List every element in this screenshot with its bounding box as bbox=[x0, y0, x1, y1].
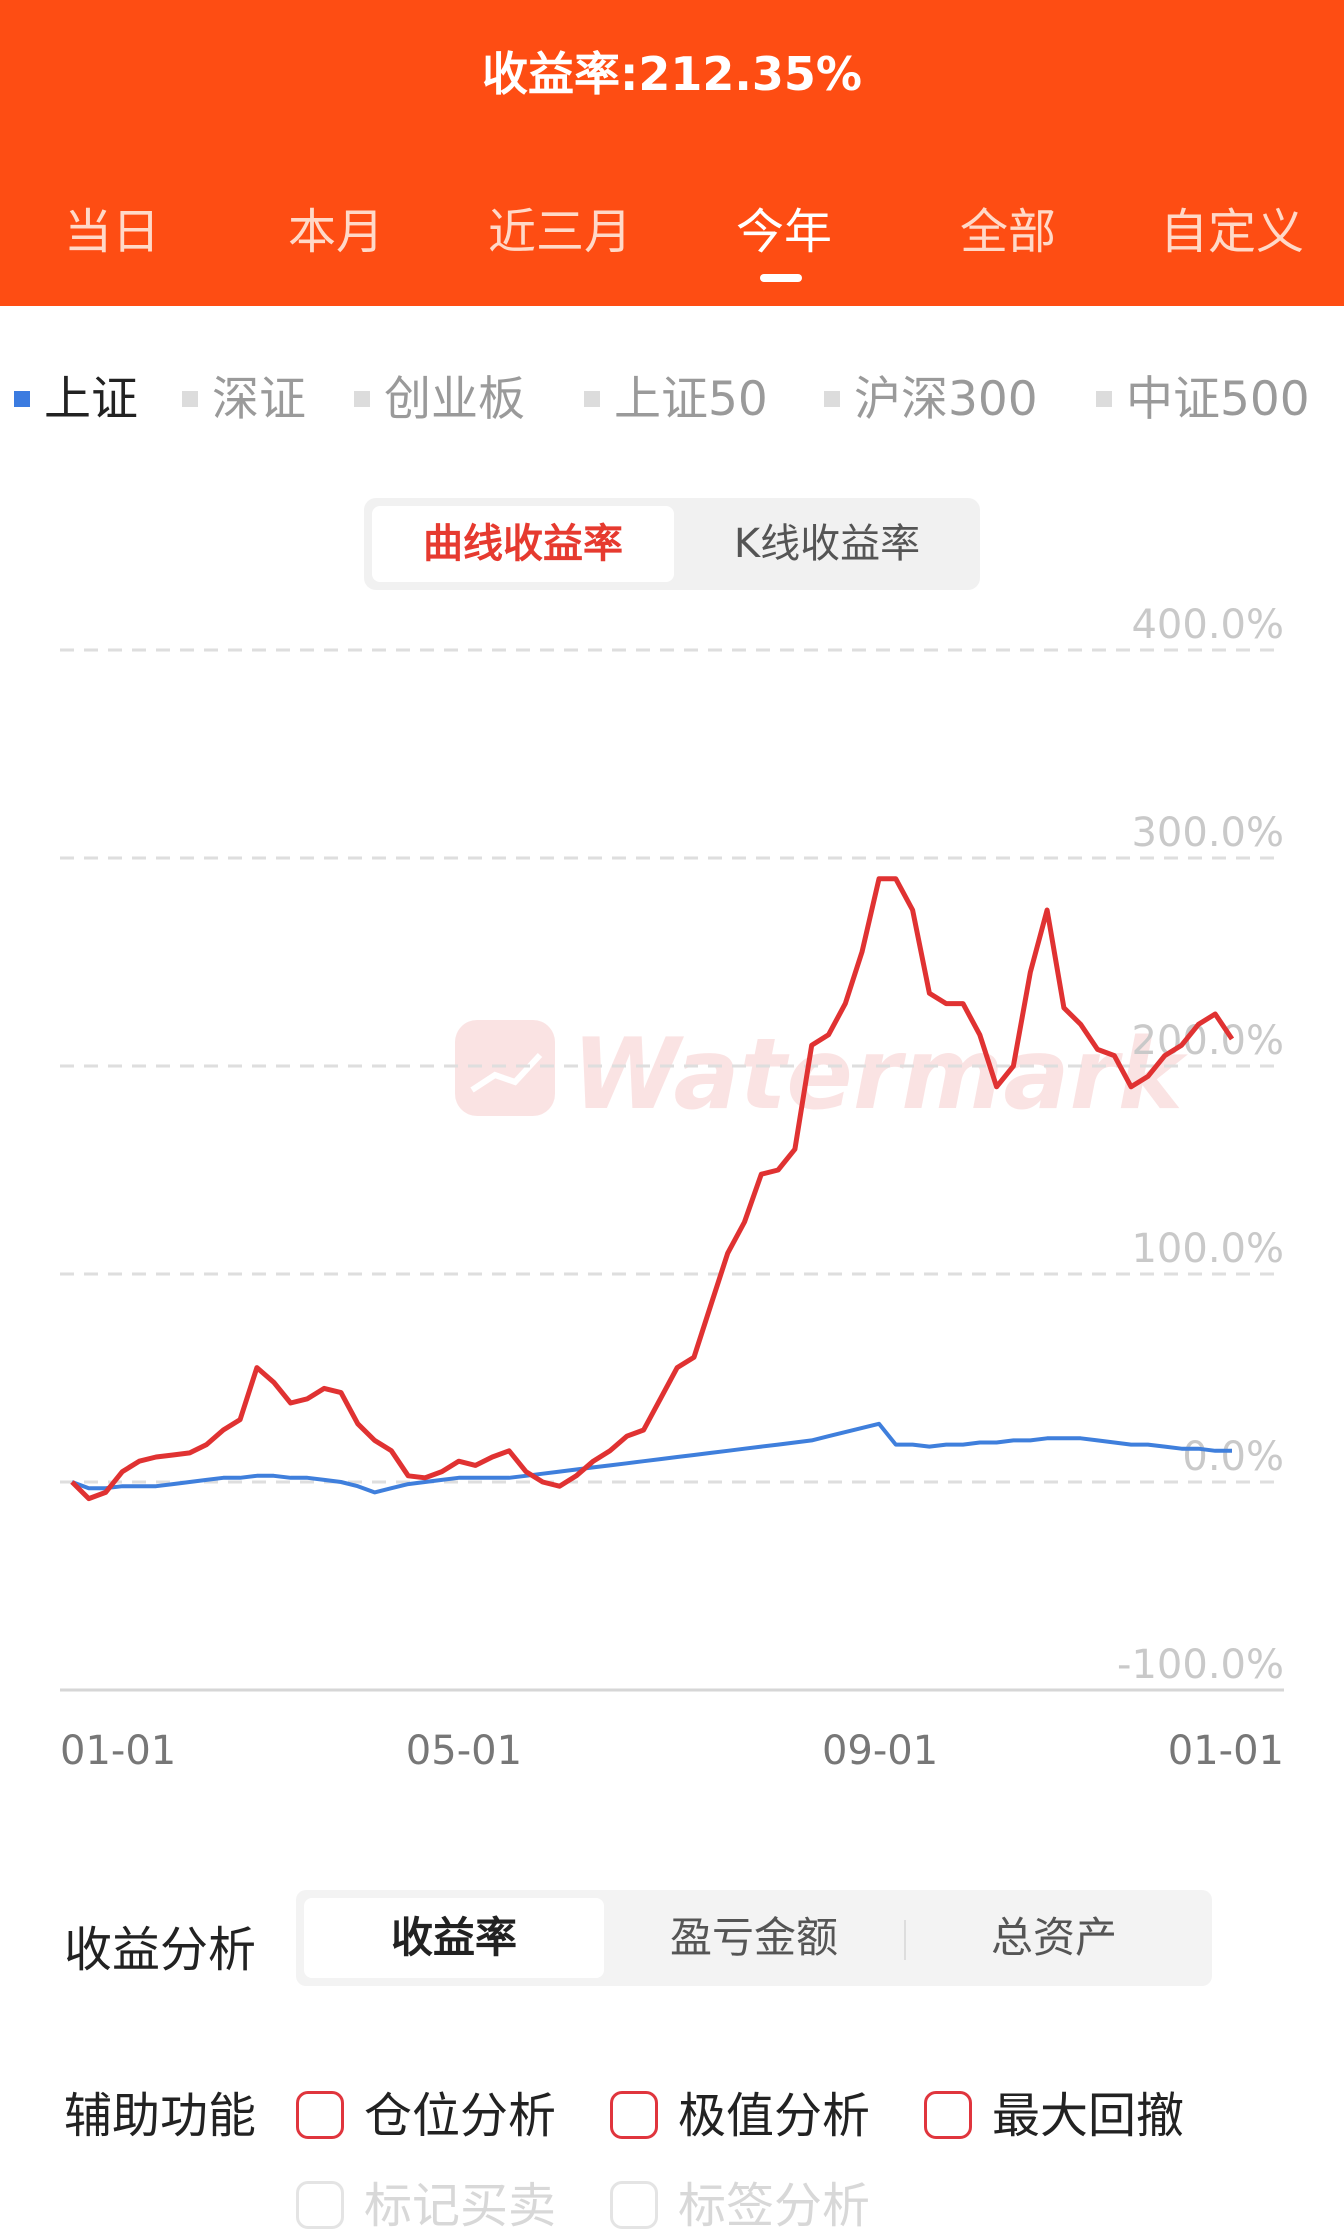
index-sse50[interactable]: 上证50 bbox=[584, 360, 768, 429]
return-analysis: 收益分析 收益率 盈亏金额 总资产 bbox=[0, 1890, 1344, 1990]
x-tick-label: 01-01 bbox=[1168, 1728, 1284, 1774]
tab-three-months[interactable]: 近三月 bbox=[487, 204, 632, 260]
aux-label: 辅助功能 bbox=[64, 2088, 257, 2144]
checkbox-box bbox=[610, 2181, 658, 2229]
x-tick-label: 01-01 bbox=[60, 1728, 176, 1774]
checkbox-label: 极值分析 bbox=[678, 2088, 871, 2144]
analysis-label: 收益分析 bbox=[64, 1922, 257, 1978]
tab-this-month[interactable]: 本月 bbox=[287, 204, 384, 260]
index-shenzhen[interactable]: 深证 bbox=[182, 360, 306, 429]
return-rate-title: 收益率:212.35% bbox=[482, 47, 862, 101]
tab-custom[interactable]: 自定义 bbox=[1159, 204, 1304, 260]
legend-swatch bbox=[824, 390, 840, 407]
index-label: 深证 bbox=[212, 372, 306, 427]
position-analysis-checkbox[interactable]: 仓位分析 bbox=[296, 2076, 556, 2146]
watermark: Watermark bbox=[455, 1018, 1189, 1132]
y-tick-label: 400.0% bbox=[1131, 602, 1284, 648]
checkbox-box bbox=[924, 2091, 972, 2139]
index-csi300[interactable]: 沪深300 bbox=[824, 360, 1038, 429]
index-label: 沪深300 bbox=[854, 372, 1038, 427]
kline-return-button[interactable]: K线收益率 bbox=[733, 521, 921, 567]
return-chart[interactable]: Watermark 400.0% 300.0% 200.0% 100.0% 0.0% -1… bbox=[0, 600, 1344, 1780]
index-selector: 上证 深证 创业板 上证50 沪深300 中证500 bbox=[0, 360, 1344, 427]
index-label: 上证50 bbox=[614, 372, 768, 427]
tab-total-assets[interactable]: 总资产 bbox=[990, 1913, 1117, 1962]
index-shanghai[interactable]: 上证 bbox=[14, 360, 138, 429]
svg-text:Watermark: Watermark bbox=[572, 1018, 1189, 1132]
tab-separator bbox=[904, 1920, 906, 1960]
mark-trades-checkbox: 标记买卖 bbox=[296, 2166, 556, 2236]
checkbox-box bbox=[610, 2091, 658, 2139]
tab-profit-loss[interactable]: 盈亏金额 bbox=[669, 1913, 838, 1962]
legend-swatch bbox=[14, 390, 30, 407]
header-bar: 收益率:212.35% 当日 本月 近三月 今年 全部 自定义 bbox=[0, 0, 1344, 306]
checkbox-box bbox=[296, 2091, 344, 2139]
auxiliary-functions: 辅助功能 仓位分析 极值分析 最大回撤 标记买卖 标签分析 bbox=[0, 2070, 1344, 2234]
chart-mode-toggle: 曲线收益率 K线收益率 bbox=[364, 498, 980, 590]
index-label: 中证500 bbox=[1126, 372, 1310, 427]
extreme-analysis-checkbox[interactable]: 极值分析 bbox=[610, 2076, 870, 2146]
y-tick-label: -100.0% bbox=[1117, 1642, 1284, 1688]
legend-swatch bbox=[182, 390, 198, 407]
tab-return-rate[interactable]: 收益率 bbox=[304, 1898, 604, 1978]
period-tabs: 当日 本月 近三月 今年 全部 自定义 bbox=[0, 192, 1344, 262]
y-tick-label: 0.0% bbox=[1182, 1434, 1284, 1480]
legend-swatch bbox=[354, 390, 370, 407]
tab-this-year[interactable]: 今年 bbox=[735, 204, 832, 260]
y-tick-label: 100.0% bbox=[1131, 1226, 1284, 1272]
index-csi500[interactable]: 中证500 bbox=[1096, 360, 1310, 429]
x-axis-labels: 01-01 05-01 09-01 01-01 bbox=[60, 1728, 1284, 1774]
y-tick-label: 200.0% bbox=[1131, 1018, 1284, 1064]
index-line bbox=[71, 1421, 1232, 1495]
y-axis-labels: 400.0% 300.0% 200.0% 100.0% 0.0% -100.0% bbox=[1117, 602, 1284, 1688]
series-lines bbox=[70, 876, 1235, 1502]
tab-all[interactable]: 全部 bbox=[959, 204, 1056, 260]
index-chinext[interactable]: 创业板 bbox=[354, 360, 525, 429]
portfolio-return-line bbox=[70, 876, 1235, 1502]
curve-return-button[interactable]: 曲线收益率 bbox=[372, 506, 674, 582]
legend-swatch bbox=[1096, 390, 1112, 407]
active-tab-indicator bbox=[760, 274, 802, 282]
checkbox-box bbox=[296, 2181, 344, 2229]
analysis-tabs: 收益率 盈亏金额 总资产 bbox=[296, 1890, 1212, 1986]
grid-lines bbox=[60, 648, 1284, 1484]
x-tick-label: 09-01 bbox=[822, 1728, 938, 1774]
legend-swatch bbox=[584, 390, 600, 407]
checkbox-label: 标记买卖 bbox=[364, 2178, 557, 2234]
max-drawdown-checkbox[interactable]: 最大回撤 bbox=[924, 2076, 1184, 2146]
y-tick-label: 300.0% bbox=[1131, 810, 1284, 856]
index-label: 创业板 bbox=[384, 372, 525, 427]
index-label: 上证 bbox=[44, 372, 138, 427]
checkbox-label: 仓位分析 bbox=[364, 2088, 557, 2144]
tab-today[interactable]: 当日 bbox=[63, 204, 160, 260]
x-tick-label: 05-01 bbox=[406, 1728, 522, 1774]
checkbox-label: 标签分析 bbox=[678, 2178, 871, 2234]
checkbox-label: 最大回撤 bbox=[992, 2088, 1185, 2144]
tag-analysis-checkbox: 标签分析 bbox=[610, 2166, 870, 2236]
